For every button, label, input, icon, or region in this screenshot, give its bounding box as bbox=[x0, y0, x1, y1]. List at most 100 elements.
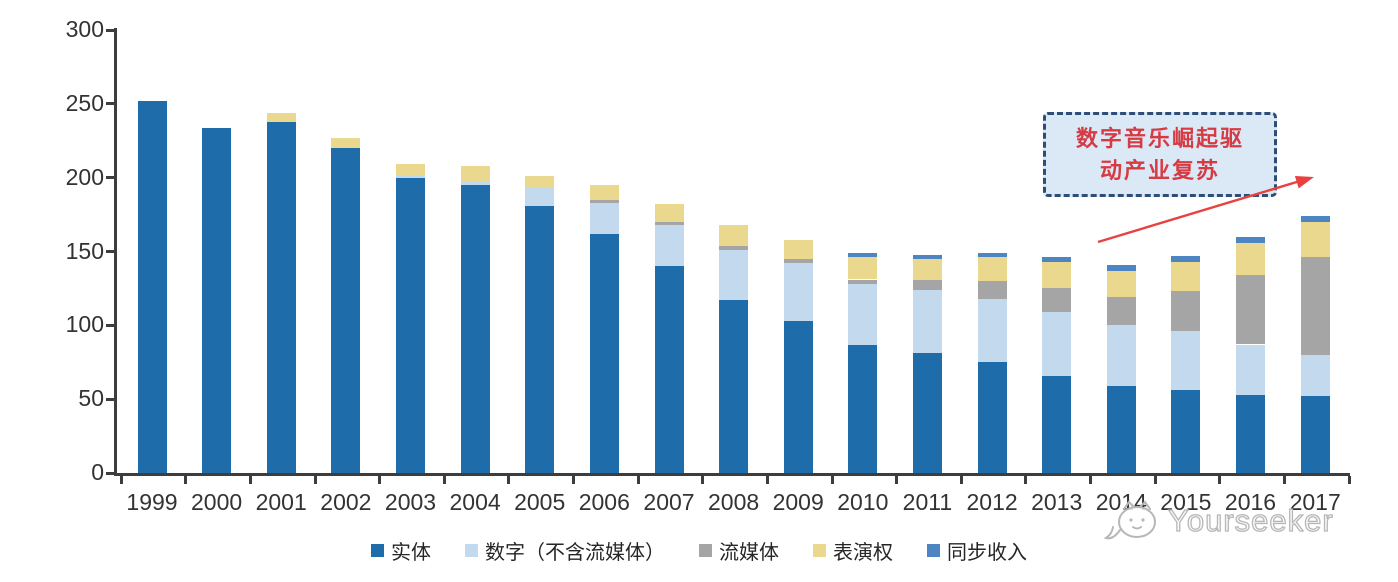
bar-2003-series-3 bbox=[396, 164, 425, 177]
bar-2009-series-1 bbox=[783, 263, 813, 321]
bar-2015-series-4 bbox=[1171, 255, 1201, 262]
x-axis-label-2015: 2015 bbox=[1160, 489, 1212, 515]
y-axis-tick-mark bbox=[106, 323, 115, 327]
bar-2006-series-1 bbox=[589, 202, 619, 234]
bar-2001-series-0 bbox=[266, 121, 296, 473]
bar-2017-series-3 bbox=[1300, 222, 1330, 258]
bar-2012-series-2 bbox=[977, 281, 1007, 299]
x-axis-tick-mark bbox=[184, 476, 188, 484]
y-axis-tick-label: 150 bbox=[65, 237, 104, 264]
x-axis-tick-mark bbox=[1282, 476, 1286, 484]
bar-2017-series-1 bbox=[1300, 354, 1330, 397]
bar-2009-series-0 bbox=[783, 320, 813, 473]
bar-2015-series-1 bbox=[1171, 331, 1201, 391]
bar-2006-series-3 bbox=[589, 185, 619, 200]
x-axis-label-2007: 2007 bbox=[643, 489, 695, 515]
bar-2010-series-4 bbox=[848, 253, 878, 258]
legend-item-2: 流媒体 bbox=[699, 536, 779, 565]
bar-2004-series-0 bbox=[460, 185, 490, 473]
y-axis-tick-mark bbox=[106, 250, 115, 253]
x-axis-label-2009: 2009 bbox=[772, 489, 824, 515]
x-axis-tick-mark bbox=[442, 476, 446, 484]
bar-2006-series-2 bbox=[589, 199, 619, 203]
x-axis-tick-mark bbox=[507, 476, 511, 484]
bar-2016-series-0 bbox=[1236, 394, 1265, 473]
bar-2016-series-1 bbox=[1236, 344, 1265, 395]
x-axis-tick-mark bbox=[1089, 476, 1092, 484]
annotation-line1: 数字音乐崛起驱 bbox=[1075, 125, 1244, 151]
annotation-line2: 动产业复苏 bbox=[1099, 157, 1220, 183]
bar-2013-series-1 bbox=[1042, 312, 1072, 376]
bar-2005-series-3 bbox=[525, 176, 555, 188]
x-axis-label-2012: 2012 bbox=[966, 489, 1018, 515]
legend-swatch-icon bbox=[371, 544, 384, 557]
bar-2013-series-4 bbox=[1042, 257, 1072, 262]
x-axis-tick-mark bbox=[119, 476, 123, 484]
legend-swatch-icon bbox=[927, 544, 940, 557]
x-axis-label-2002: 2002 bbox=[320, 489, 372, 515]
watermark-text: Yourseeker bbox=[1167, 502, 1334, 538]
legend-swatch-icon bbox=[465, 544, 478, 557]
x-axis-tick-mark bbox=[572, 476, 575, 484]
x-axis-tick-mark bbox=[248, 476, 252, 484]
bar-2008-series-3 bbox=[719, 224, 749, 246]
bar-2007-series-2 bbox=[654, 222, 684, 225]
legend-item-1: 数字（不含流媒体） bbox=[465, 536, 665, 565]
x-axis-tick-mark bbox=[636, 476, 640, 484]
bar-2014-series-0 bbox=[1106, 385, 1136, 473]
legend-swatch-icon bbox=[813, 544, 826, 557]
bar-2013-series-3 bbox=[1042, 261, 1072, 289]
bar-2011-series-1 bbox=[912, 289, 942, 354]
cat-chat-logo-icon bbox=[1104, 500, 1156, 540]
bar-2001-series-3 bbox=[266, 112, 296, 122]
bar-2010-series-3 bbox=[848, 257, 878, 280]
bar-2017-series-0 bbox=[1300, 396, 1330, 473]
bar-2007-series-1 bbox=[654, 224, 684, 267]
bar-2011-series-4 bbox=[912, 254, 942, 259]
bar-2000-series-0 bbox=[202, 127, 232, 473]
bar-2013-series-0 bbox=[1042, 375, 1072, 473]
bar-2010-series-1 bbox=[848, 284, 878, 345]
legend-swatch-icon bbox=[699, 544, 712, 557]
bar-2010-series-2 bbox=[848, 279, 878, 284]
y-axis-tick-mark bbox=[106, 102, 115, 106]
bar-2014-series-1 bbox=[1106, 325, 1136, 386]
bar-2004-series-3 bbox=[460, 165, 490, 181]
bar-2009-series-3 bbox=[783, 239, 813, 259]
bar-2007-series-3 bbox=[654, 204, 684, 222]
bar-2003-series-0 bbox=[396, 177, 425, 473]
bar-2011-series-3 bbox=[912, 258, 942, 280]
y-axis-tick-mark bbox=[106, 397, 115, 401]
bar-2005-series-0 bbox=[525, 205, 555, 473]
bar-2015-series-2 bbox=[1171, 291, 1201, 332]
chart-legend: 实体 数字（不含流媒体） 流媒体 表演权 同步收入 bbox=[0, 536, 1398, 565]
x-axis-label-2016: 2016 bbox=[1224, 489, 1277, 515]
watermark: Yourseeker bbox=[1104, 500, 1334, 542]
x-axis-tick-mark bbox=[959, 476, 963, 484]
legend-label: 实体 bbox=[391, 542, 431, 564]
y-axis-tick-label: 0 bbox=[91, 459, 104, 485]
bar-2002-series-3 bbox=[331, 137, 361, 149]
x-axis-label-2010: 2010 bbox=[837, 489, 889, 515]
bar-2007-series-0 bbox=[654, 266, 684, 473]
bar-2011-series-0 bbox=[912, 353, 942, 473]
y-axis-tick-label: 250 bbox=[65, 89, 104, 116]
x-axis-line bbox=[114, 473, 1350, 476]
y-axis-line bbox=[114, 28, 117, 476]
bar-2008-series-2 bbox=[719, 245, 749, 250]
y-axis-tick-mark bbox=[106, 176, 115, 180]
bar-2014-series-2 bbox=[1106, 297, 1136, 326]
bar-2014-series-3 bbox=[1106, 270, 1136, 298]
bar-2017-series-4 bbox=[1300, 216, 1330, 222]
bar-2012-series-1 bbox=[977, 298, 1007, 363]
bar-2005-series-1 bbox=[525, 188, 555, 206]
x-axis-tick-mark bbox=[313, 476, 317, 484]
y-axis-tick-label: 300 bbox=[65, 16, 104, 42]
x-axis-label-2011: 2011 bbox=[902, 489, 953, 515]
x-axis-tick-mark bbox=[1218, 476, 1222, 484]
x-axis-label-1999: 1999 bbox=[126, 489, 178, 515]
bar-2003-series-1 bbox=[396, 176, 425, 178]
y-axis-tick-label: 200 bbox=[65, 163, 104, 190]
bar-2014-series-4 bbox=[1106, 264, 1136, 271]
